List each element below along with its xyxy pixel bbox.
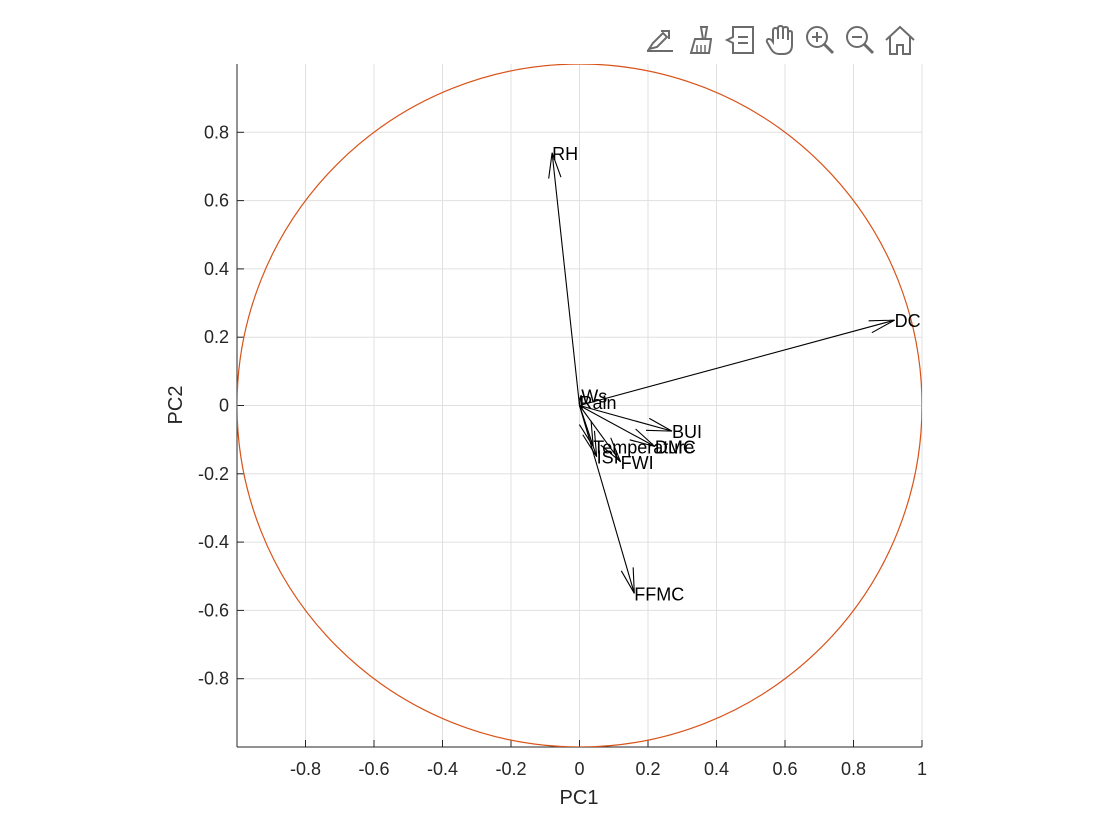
vector-arrowhead: [582, 430, 598, 458]
vector-arrowhead: [620, 567, 635, 594]
brush-button[interactable]: [680, 20, 720, 60]
vector-arrowhead: [629, 428, 656, 448]
y-tick-label: -0.8: [198, 669, 229, 689]
x-tick-label: -0.6: [358, 759, 389, 779]
y-tick-label: 0.6: [204, 191, 229, 211]
vector-label: FWI: [621, 453, 654, 473]
vector-arrowhead: [578, 401, 581, 405]
pan-icon: [765, 24, 793, 55]
export-icon: [646, 30, 673, 52]
y-tick-label: -0.6: [198, 600, 229, 620]
vector-bui: BUI: [579, 404, 702, 442]
vector-line: [579, 405, 622, 463]
x-tick-label: 0.8: [841, 759, 866, 779]
vector-line: [579, 405, 656, 447]
vector-line: [551, 152, 581, 406]
x-tick-label: 0.4: [704, 759, 729, 779]
vector-label: ISI: [597, 448, 619, 468]
pan-button[interactable]: [760, 20, 800, 60]
y-tick-label: -0.4: [198, 532, 229, 552]
vector-rh: RH: [548, 144, 581, 406]
vector-line: [579, 319, 895, 407]
x-tick-labels: -0.8 -0.6 -0.4 -0.2 0 0.2 0.4 0.6 0.8 1: [290, 759, 927, 779]
home-button[interactable]: [880, 20, 920, 60]
x-tick-label: 0: [574, 759, 584, 779]
x-tick-label: -0.2: [495, 759, 526, 779]
y-axis-label: PC2: [165, 386, 187, 425]
vector-arrowhead: [600, 437, 622, 463]
x-axis-label: PC1: [560, 787, 599, 809]
vector-dmc: DMC: [579, 405, 696, 457]
vector-dc: DC: [579, 311, 921, 407]
vector-label: BUI: [672, 422, 702, 442]
vector-label: DC: [895, 311, 921, 331]
x-tick-label: -0.4: [427, 759, 458, 779]
brush-icon: [689, 26, 713, 54]
zoom-in-icon: [806, 26, 835, 55]
vector-fwi: FWI: [579, 405, 654, 473]
vector-arrowhead: [548, 152, 562, 179]
zoom-out-button[interactable]: [840, 20, 880, 60]
vector-label: FFMC: [634, 584, 684, 604]
vector-line: [578, 405, 635, 594]
vector-arrowhead: [868, 319, 895, 334]
x-tick-label: 0.2: [635, 759, 660, 779]
x-tick-label: 1: [917, 759, 927, 779]
zoom-in-button[interactable]: [800, 20, 840, 60]
zoom-out-icon: [846, 26, 875, 55]
y-tick-label: -0.2: [198, 464, 229, 484]
axes-toolbar: [640, 20, 920, 60]
data-tips-icon: [724, 26, 754, 54]
y-tick-label: 0.2: [204, 327, 229, 347]
vector-label: Temperature: [593, 437, 694, 457]
vector-label: RH: [552, 144, 578, 164]
vector-label: Ws: [581, 386, 607, 406]
vector-arrowhead: [578, 395, 583, 402]
y-tick-label: 0.8: [204, 122, 229, 142]
home-icon: [885, 25, 915, 55]
y-tick-labels: 0.8 0.6 0.4 0.2 0 -0.2 -0.4 -0.6 -0.8: [198, 122, 229, 688]
vector-arrowhead: [645, 417, 673, 432]
vector-label: DMC: [655, 437, 696, 457]
vector-ffmc: FFMC: [578, 405, 684, 604]
export-button[interactable]: [640, 20, 680, 60]
vector-line: [579, 404, 673, 432]
y-tick-label: 0.4: [204, 259, 229, 279]
x-tick-label: -0.8: [290, 759, 321, 779]
data-tips-button[interactable]: [720, 20, 760, 60]
x-tick-label: 0.6: [772, 759, 797, 779]
y-tick-label: 0: [219, 396, 229, 416]
